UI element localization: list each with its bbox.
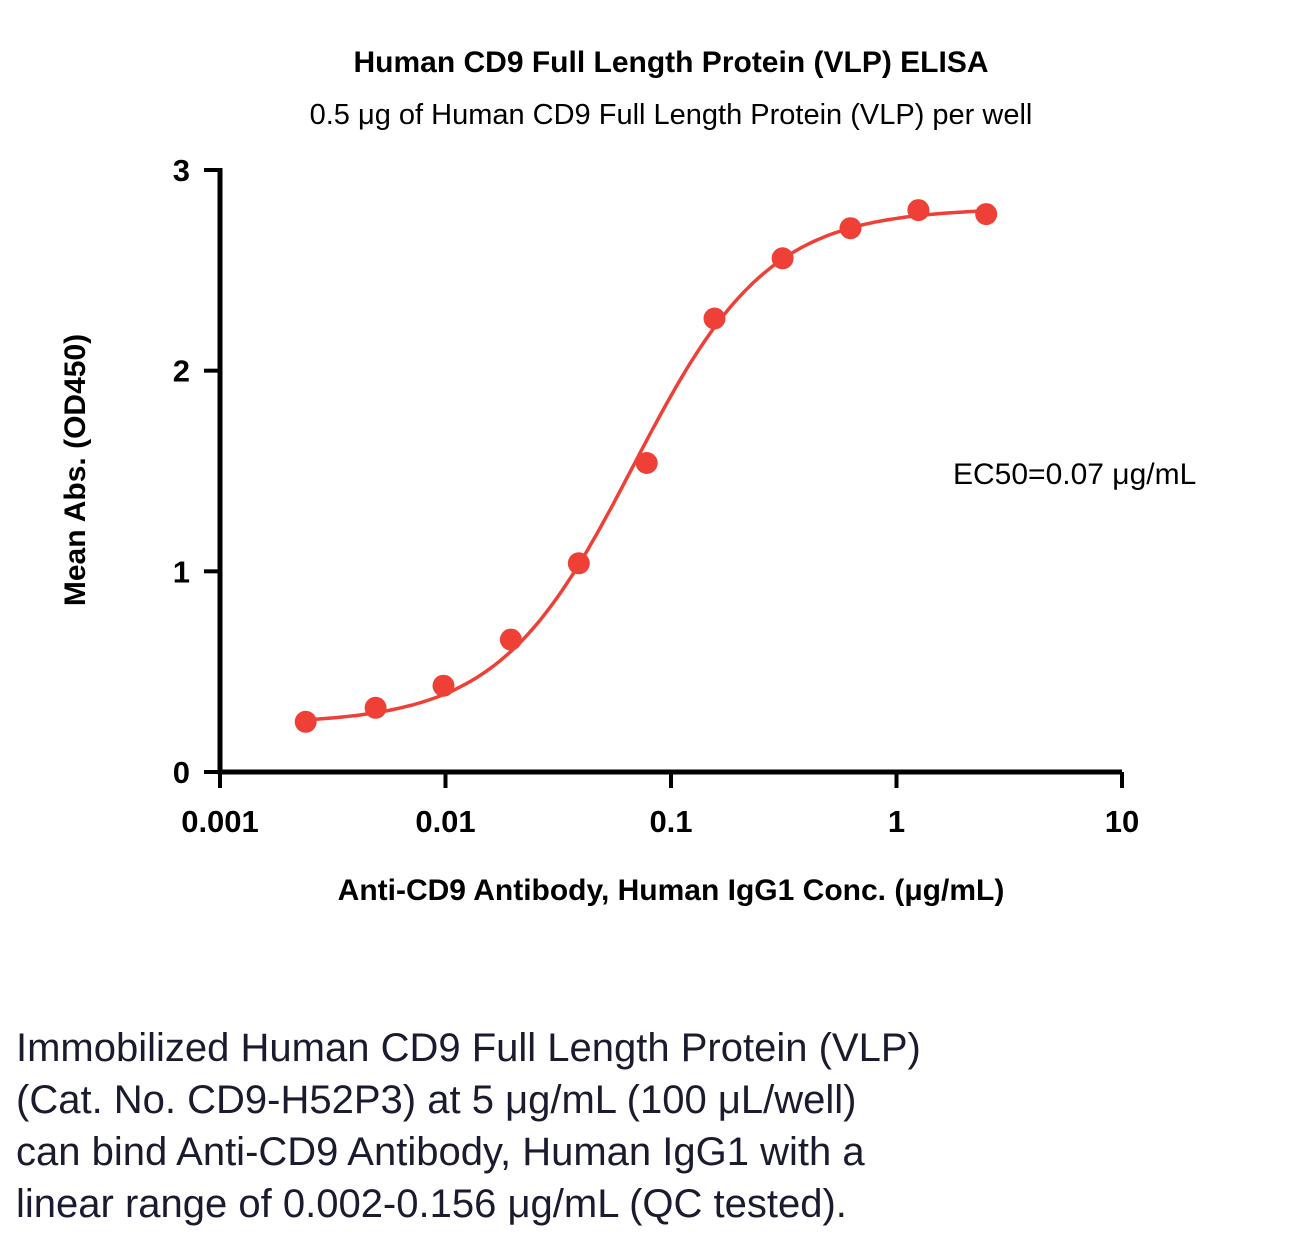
chart-subtitle: 0.5 μg of Human CD9 Full Length Protein …: [309, 99, 1033, 131]
x-tick-label: 1: [888, 804, 905, 839]
data-point: [635, 452, 658, 474]
x-tick-label: 0.1: [649, 804, 692, 839]
data-point: [499, 628, 522, 651]
x-axis-label: Anti-CD9 Antibody, Human IgG1 Conc. (μg/…: [337, 874, 1005, 907]
elisa-curve-plot: 0.001 0.01 0.1 1 10 0 1 2 3: [173, 153, 1139, 839]
data-point: [432, 674, 455, 697]
caption-line: Immobilized Human CD9 Full Length Protei…: [16, 1026, 921, 1070]
y-tick-label: 2: [173, 354, 190, 389]
y-axis-label: Mean Abs. (OD450): [59, 333, 92, 607]
y-tick-label: 0: [173, 755, 190, 790]
x-tick-label: 0.01: [415, 804, 475, 839]
data-point: [907, 199, 930, 222]
ec50-annotation: EC50=0.07 μg/mL: [953, 458, 1197, 491]
data-point: [364, 696, 387, 719]
data-point: [294, 710, 317, 733]
caption-line: linear range of 0.002-0.156 μg/mL (QC te…: [16, 1182, 847, 1226]
x-tick-label: 10: [1105, 804, 1139, 839]
caption-line: can bind Anti-CD9 Antibody, Human IgG1 w…: [16, 1130, 865, 1174]
caption: Immobilized Human CD9 Full Length Protei…: [16, 1022, 921, 1230]
fit-curve: [305, 209, 987, 722]
data-point: [703, 307, 726, 330]
y-tick-label: 3: [173, 153, 190, 188]
y-tick-label: 1: [173, 554, 190, 589]
data-point: [839, 217, 862, 240]
data-point: [567, 552, 590, 575]
data-point: [975, 203, 998, 226]
data-point: [771, 247, 794, 270]
chart-title: Human CD9 Full Length Protein (VLP) ELIS…: [353, 46, 989, 79]
caption-line: (Cat. No. CD9-H52P3) at 5 μg/mL (100 μL/…: [16, 1078, 857, 1122]
x-tick-label: 0.001: [181, 804, 259, 839]
